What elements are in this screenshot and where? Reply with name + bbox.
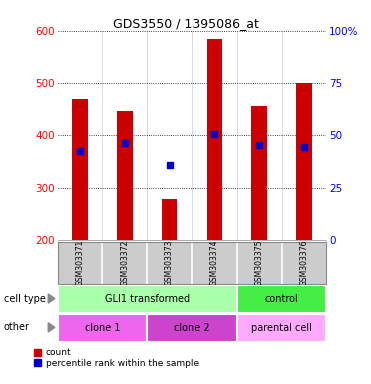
Bar: [252, 106, 267, 240]
Point: [122, 140, 128, 146]
Bar: [58, 314, 147, 342]
Point: [256, 142, 262, 148]
Bar: [237, 285, 326, 313]
Bar: [237, 314, 326, 342]
Point: [301, 144, 307, 150]
Bar: [162, 199, 177, 240]
Point: [211, 131, 217, 137]
Text: GDS3550 / 1395086_at: GDS3550 / 1395086_at: [112, 17, 259, 30]
Point: [167, 162, 173, 168]
Bar: [58, 285, 237, 313]
Text: parental cell: parental cell: [251, 323, 312, 333]
Point: [77, 148, 83, 154]
Text: GSM303372: GSM303372: [120, 240, 129, 286]
Bar: [296, 83, 312, 240]
Text: control: control: [265, 294, 299, 304]
Text: GSM303371: GSM303371: [75, 240, 85, 286]
Text: clone 1: clone 1: [85, 323, 120, 333]
Bar: [147, 314, 237, 342]
Polygon shape: [48, 294, 55, 303]
Text: GSM303373: GSM303373: [165, 240, 174, 286]
Text: GSM303375: GSM303375: [255, 240, 264, 286]
Text: cell type: cell type: [4, 293, 46, 304]
Text: GSM303376: GSM303376: [299, 240, 309, 286]
Text: GSM303374: GSM303374: [210, 240, 219, 286]
Legend: count, percentile rank within the sample: count, percentile rank within the sample: [34, 348, 199, 368]
Text: other: other: [4, 322, 30, 333]
Text: clone 2: clone 2: [174, 323, 210, 333]
Text: GLI1 transformed: GLI1 transformed: [105, 294, 190, 304]
Bar: [117, 111, 132, 240]
Bar: [207, 38, 222, 240]
Bar: [72, 99, 88, 240]
Polygon shape: [48, 323, 55, 332]
